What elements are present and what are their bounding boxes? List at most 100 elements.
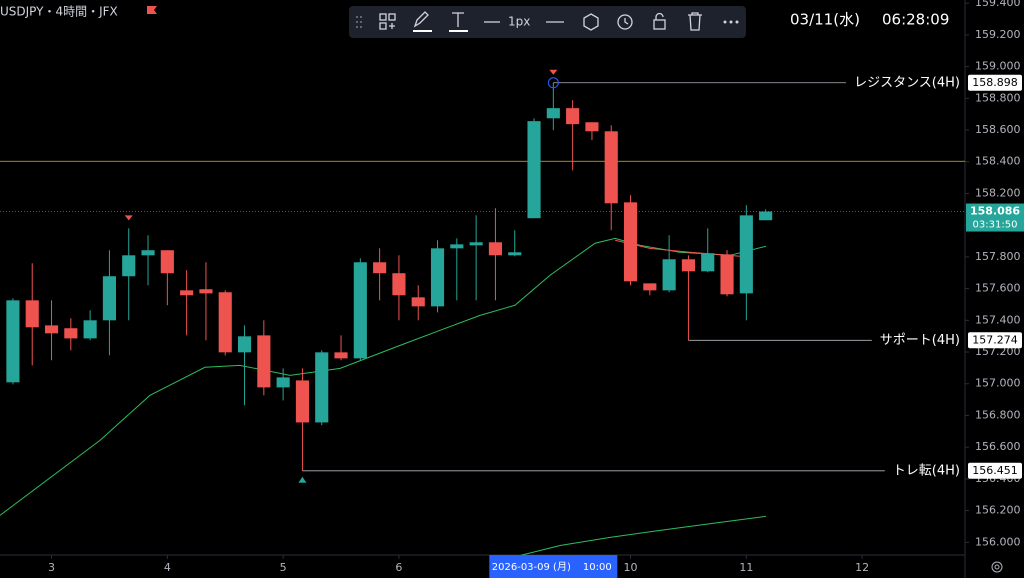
x-tick-label: 6 [395,561,402,574]
y-tick-label: 158.600 [975,123,1021,136]
clock-date: 03/11(水) [790,11,860,29]
y-tick-label: 156.600 [975,440,1021,453]
candle-body [64,328,78,339]
templates-icon[interactable] [379,13,396,30]
price-label-bg [968,74,1022,91]
candle-body [701,253,715,272]
flag-icon[interactable] [147,6,157,14]
candle-body [546,108,560,119]
current-price-bg [966,203,1024,232]
y-tick-label: 158.400 [975,155,1021,168]
candle-body [199,289,213,294]
candle-body [720,254,734,295]
price-label: 157.274 [972,333,1018,346]
candle-body [122,255,136,277]
candle-body [585,122,599,132]
candle-body [739,215,753,294]
crosshair-time: 10:00 [583,562,612,573]
line-color-icon[interactable] [413,11,432,32]
candle-body [527,121,541,219]
y-tick-label: 157.800 [975,250,1021,263]
y-tick-label: 157.000 [975,377,1021,390]
candle-body [488,242,502,256]
settings-icon[interactable] [583,13,599,31]
price-label: 156.451 [972,464,1018,477]
signal-marker [298,476,307,483]
candle-body [83,320,97,339]
line-width[interactable]: 1px [508,15,530,29]
drag-handle[interactable] [356,16,362,28]
candle-body [411,297,425,307]
countdown: 03:31:50 [973,220,1018,231]
alert-icon[interactable] [617,14,633,30]
candle-body [604,131,618,204]
x-tick-label: 4 [164,561,171,574]
candle-body [643,283,657,291]
toolbar: 1px [349,6,746,38]
moving-average [0,237,767,516]
level-label: トレ転(4H) [893,463,960,478]
level-label: レジスタンス(4H) [854,75,960,90]
candle-body [662,259,676,291]
candle-body [180,290,194,296]
candle-body [566,108,580,125]
y-tick-label: 159.200 [975,28,1021,41]
price-label-bg [968,332,1022,349]
moving-average [519,515,767,556]
lock-icon[interactable] [653,12,666,30]
candle-body [469,242,483,246]
anchor-point [547,77,559,89]
y-tick-label: 157.600 [975,282,1021,295]
candle-body [623,202,638,282]
level-label: サポート(4H) [880,333,960,348]
y-tick-label: 159.400 [975,0,1021,9]
candle-body [237,336,252,353]
candle-body [450,244,464,249]
y-tick-label: 158.800 [975,91,1021,104]
candle-body [218,292,232,353]
crosshair-label-bg [489,555,618,578]
x-tick-label: 11 [739,561,753,574]
x-tick-label: 12 [855,561,869,574]
y-tick-label: 156.000 [975,535,1021,548]
candle-body [257,335,271,388]
more-icon[interactable] [723,20,739,24]
candle-body [353,262,367,359]
clock-time: 06:28:09 [882,11,949,29]
candle-body [44,325,59,334]
candle-body [160,250,174,274]
y-tick-label: 156.200 [975,504,1021,517]
candle-body [102,276,116,321]
candle-body [141,250,155,256]
candle-body [392,273,406,296]
x-tick-label: 10 [624,561,638,574]
candle-body [508,252,522,256]
candle-body [25,300,39,328]
candle-body [334,352,348,359]
current-price: 158.086 [970,205,1020,218]
y-tick-label: 159.000 [975,60,1021,73]
candle-body [373,262,387,274]
crosshair-date: 2026-03-09 (月) [492,561,571,573]
price-label-bg [968,462,1022,479]
candle-body [681,259,695,272]
candle-body [315,352,329,423]
gear-icon[interactable] [991,561,1003,573]
x-tick-label: 5 [280,561,287,574]
y-tick-label: 156.800 [975,408,1021,421]
text-color-icon[interactable] [449,12,468,32]
signal-marker [549,69,558,75]
plot [0,69,965,556]
signal-marker [124,215,133,221]
x-tick-label: 3 [48,561,55,574]
price-label: 158.898 [972,76,1018,89]
candle-body [295,380,309,423]
candle-body [759,211,773,221]
candle-body [276,377,290,388]
symbol: USDJPY・4時間・JFX [0,5,118,19]
y-tick-label: 157.400 [975,313,1021,326]
delete-icon[interactable] [688,12,702,31]
candle-body [430,248,445,307]
